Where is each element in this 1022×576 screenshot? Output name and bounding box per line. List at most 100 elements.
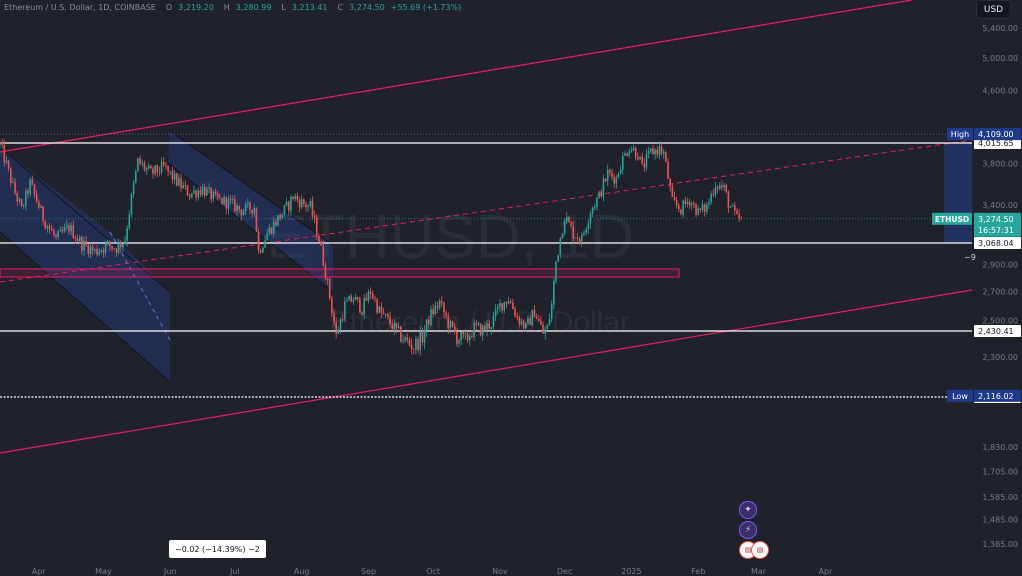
candle-body: [535, 317, 538, 319]
candle-body: [66, 225, 68, 228]
candle-body: [275, 221, 277, 226]
candle-body: [242, 211, 245, 216]
candle-body: [671, 186, 674, 197]
candle-body: [443, 302, 445, 313]
candle-body: [318, 235, 320, 242]
candle-body: [503, 302, 506, 311]
candle-body: [464, 333, 467, 335]
symbol-legend[interactable]: Ethereum / U.S. Dollar, 1D, COINBASE O 3…: [4, 0, 461, 14]
candle-body: [3, 144, 6, 163]
candle-body: [296, 195, 299, 200]
candle-body: [647, 150, 650, 155]
y-tick-label: 1,385.00: [982, 540, 1018, 549]
low-value: 3,213.41: [291, 2, 328, 12]
candle-body: [102, 249, 105, 253]
trendline-upper: [0, 0, 913, 153]
candle-body: [356, 297, 359, 299]
candle-body: [229, 198, 232, 201]
candle-body: [285, 201, 288, 206]
candle-body: [561, 233, 564, 239]
x-tick-label: 2025: [621, 567, 641, 576]
candle-body: [621, 155, 624, 170]
candle-body: [333, 313, 335, 323]
last-price-tag: [974, 212, 1021, 237]
candle-body: [234, 198, 236, 212]
candle-body: [708, 202, 710, 205]
candle-body: [27, 190, 29, 194]
compass-icon[interactable]: ✦: [739, 501, 757, 519]
candle-body: [279, 215, 281, 219]
candle-body: [514, 309, 516, 317]
candle-body: [307, 206, 309, 208]
candle-body: [729, 206, 732, 208]
candle-body: [544, 329, 547, 334]
candle-body: [25, 190, 27, 206]
candle-body: [147, 165, 150, 169]
candle-body: [570, 222, 572, 226]
candle-body: [462, 331, 465, 335]
candle-body: [378, 306, 381, 313]
candle-body: [637, 157, 639, 160]
candle-body: [415, 338, 417, 350]
candle-body: [165, 165, 167, 167]
candle-body: [303, 199, 305, 205]
candle-body: [270, 227, 273, 234]
candle-body: [139, 158, 141, 164]
candle-body: [736, 210, 738, 214]
candle-body: [669, 178, 672, 187]
candle-body: [78, 237, 81, 241]
candle-body: [686, 202, 689, 204]
lightning-icon[interactable]: ⚡: [739, 521, 757, 539]
y-tick-label: 1,705.00: [982, 467, 1018, 476]
candle-body: [680, 209, 682, 215]
candle-body: [74, 238, 77, 240]
candle-body: [440, 300, 443, 303]
candle-body: [723, 185, 725, 188]
currency-button[interactable]: USD: [976, 0, 1011, 19]
candle-body: [660, 146, 663, 154]
y-tick-label: 5,400.00: [982, 24, 1018, 33]
candle-body: [540, 320, 542, 325]
candle-body: [432, 309, 434, 315]
candle-body: [89, 247, 92, 255]
candle-body: [408, 340, 411, 345]
candle-body: [699, 208, 702, 210]
candle-body: [70, 225, 72, 232]
candle-body: [662, 152, 665, 154]
candle-body: [445, 312, 447, 317]
measure-tooltip: −0.02 (−14.39%) −2: [169, 540, 266, 558]
candle-body: [697, 208, 700, 216]
support-zone: [0, 268, 680, 278]
candle-body: [50, 228, 53, 231]
candle-body: [596, 197, 598, 208]
candle-body: [716, 187, 719, 189]
candle-body: [22, 205, 25, 207]
high-price-value: 4,109.00: [978, 130, 1014, 139]
x-tick-label: Jul: [229, 567, 240, 576]
candle-body: [55, 234, 57, 238]
change-value: +55.69 (+1.73%): [390, 2, 462, 12]
candle-body: [598, 191, 600, 198]
candle-body: [162, 162, 165, 166]
candle-body: [322, 245, 325, 266]
candle-body: [87, 245, 90, 255]
candle-body: [581, 234, 583, 242]
candle-body: [253, 208, 256, 214]
low-name-label: Low: [952, 392, 968, 401]
candle-body: [400, 326, 402, 342]
candle-body: [609, 169, 611, 173]
candle-body: [137, 158, 139, 172]
candle-body: [527, 318, 529, 323]
candle-body: [460, 331, 462, 341]
candle-body: [0, 142, 1, 145]
candle-body: [374, 298, 376, 300]
candle-body: [292, 196, 294, 199]
candle-body: [363, 297, 365, 315]
us-flag-icon[interactable]: ▤: [751, 541, 769, 559]
candle-body: [678, 205, 680, 210]
candle-body: [335, 322, 337, 334]
candle-body: [591, 208, 594, 214]
candle-body: [59, 229, 62, 232]
